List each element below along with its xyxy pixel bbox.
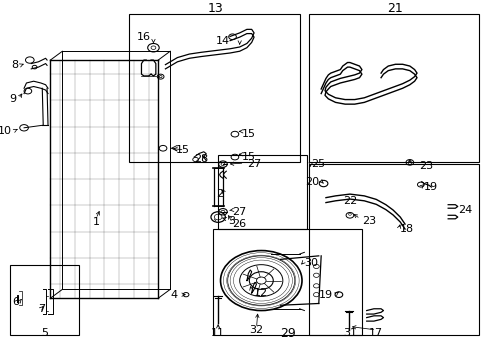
Text: 28: 28 xyxy=(194,154,208,164)
Text: 1: 1 xyxy=(92,217,99,227)
Text: 16: 16 xyxy=(137,32,151,42)
Bar xyxy=(10,265,79,335)
Text: 5: 5 xyxy=(41,328,48,338)
Bar xyxy=(218,155,306,229)
Text: 17: 17 xyxy=(368,328,383,338)
Text: 31: 31 xyxy=(342,328,356,338)
Text: 21: 21 xyxy=(387,3,403,15)
Text: 27: 27 xyxy=(246,159,261,169)
Text: 15: 15 xyxy=(242,129,256,139)
Text: 25: 25 xyxy=(310,159,324,169)
Text: 10: 10 xyxy=(0,126,12,136)
Text: 27: 27 xyxy=(232,207,246,217)
Bar xyxy=(129,14,299,162)
Text: 4: 4 xyxy=(170,290,177,300)
Text: 30: 30 xyxy=(304,258,318,268)
Text: 20: 20 xyxy=(304,177,318,187)
Text: 22: 22 xyxy=(342,196,356,206)
Bar xyxy=(308,164,478,335)
Text: 19: 19 xyxy=(318,290,332,300)
Text: 3: 3 xyxy=(227,216,234,226)
Text: 15: 15 xyxy=(242,152,256,162)
Text: 13: 13 xyxy=(207,3,223,15)
Text: 9: 9 xyxy=(10,94,17,104)
Text: 12: 12 xyxy=(254,288,267,298)
Text: 19: 19 xyxy=(424,182,437,192)
Text: 23: 23 xyxy=(419,161,433,171)
Bar xyxy=(308,14,478,162)
Bar xyxy=(213,229,361,335)
Text: 29: 29 xyxy=(279,327,295,340)
Text: 11: 11 xyxy=(211,328,224,338)
Text: 26: 26 xyxy=(232,219,246,229)
Text: 7: 7 xyxy=(39,304,45,314)
Text: 24: 24 xyxy=(457,205,471,215)
Text: 15: 15 xyxy=(175,145,189,155)
Text: 23: 23 xyxy=(361,216,375,226)
Text: 2: 2 xyxy=(215,189,223,199)
Text: 8: 8 xyxy=(11,60,18,70)
Text: 14: 14 xyxy=(216,36,230,46)
Text: 18: 18 xyxy=(399,224,413,234)
Text: 6: 6 xyxy=(12,297,19,307)
Text: 32: 32 xyxy=(249,325,263,335)
